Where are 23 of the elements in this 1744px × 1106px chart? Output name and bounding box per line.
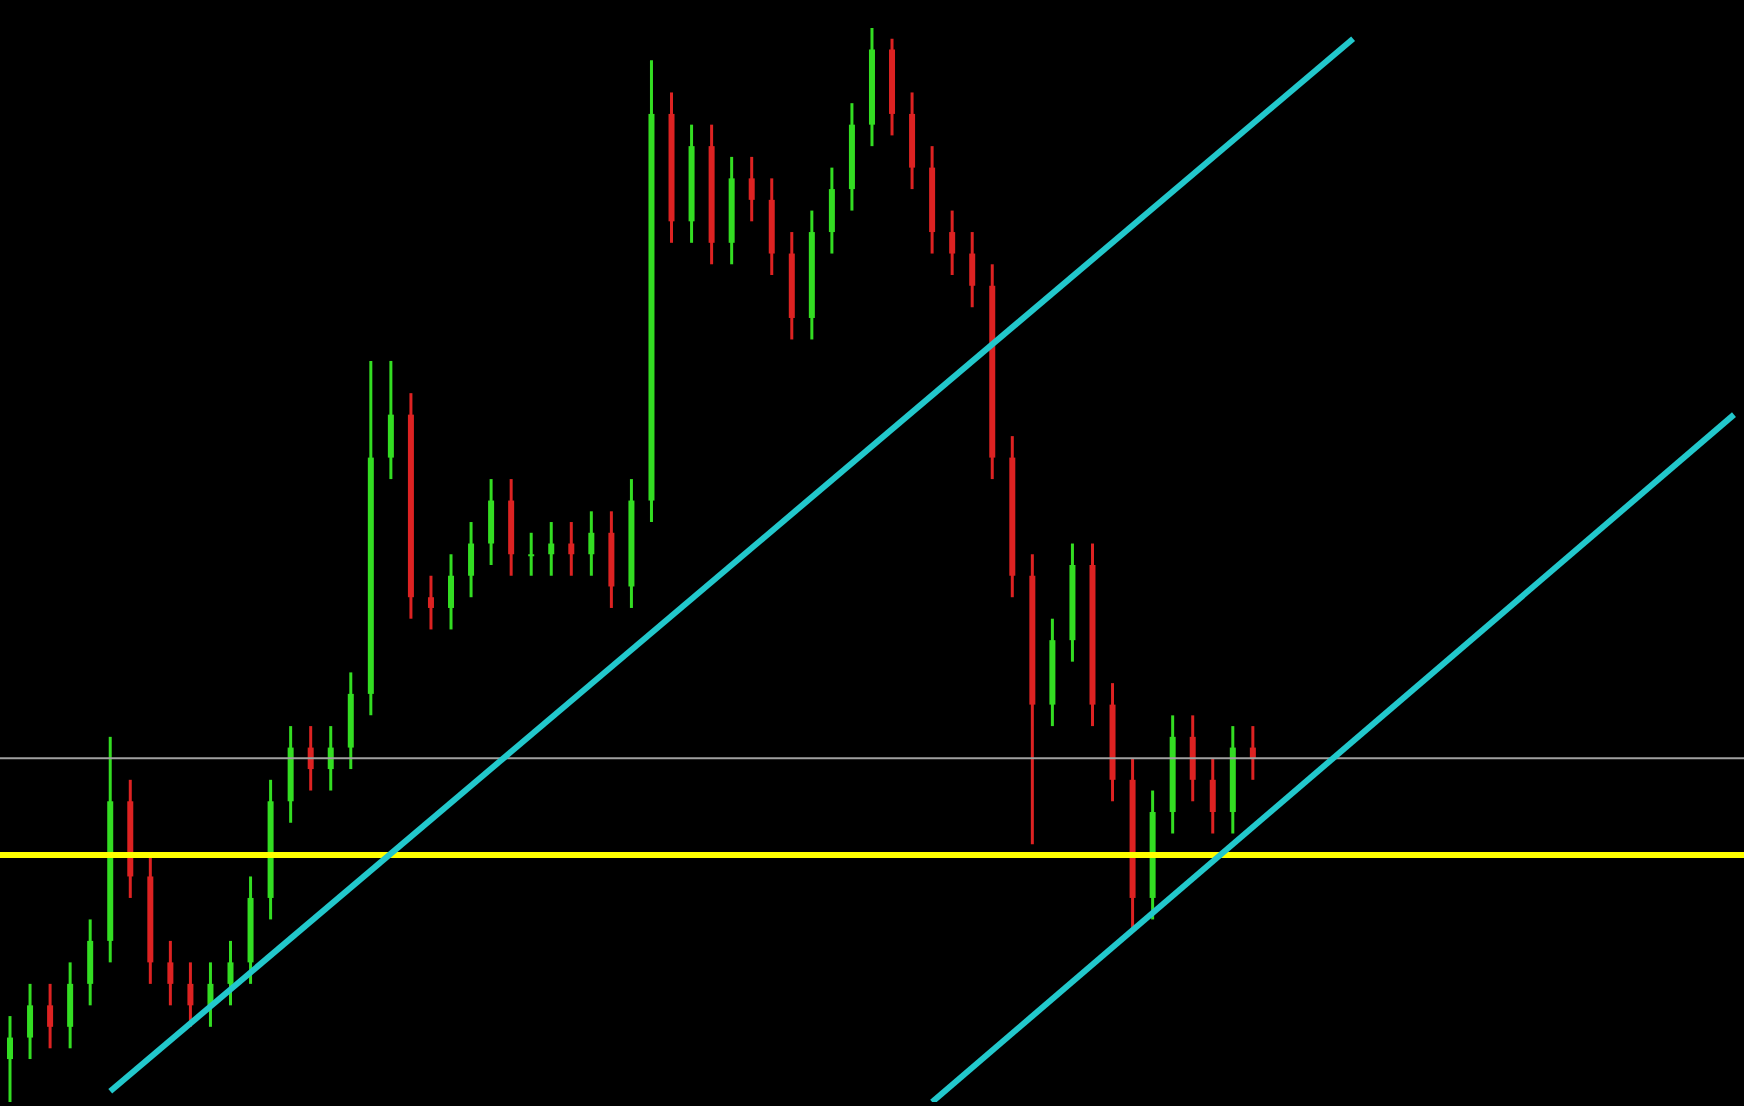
candlestick [448, 552, 455, 631]
candlestick [427, 574, 434, 631]
candlestick [187, 960, 194, 1029]
candlestick [969, 230, 976, 309]
candlestick [387, 359, 394, 481]
candlestick [548, 520, 555, 578]
candlestick [488, 477, 495, 567]
candlestick [949, 209, 956, 277]
candlestick [468, 520, 475, 599]
candlestick [167, 939, 174, 1007]
candlestick [67, 960, 74, 1050]
candlestick [87, 917, 94, 1007]
candlestick [748, 155, 755, 223]
candlestick [588, 509, 595, 578]
candlestick [528, 531, 535, 578]
candlestick [828, 166, 835, 256]
candlestick [568, 520, 575, 578]
candlestick [1209, 756, 1216, 835]
candlestick [47, 982, 54, 1050]
candlestick [27, 982, 34, 1061]
candlestick [1189, 713, 1196, 803]
candlestick [7, 1014, 13, 1102]
candlestick [227, 939, 234, 1007]
